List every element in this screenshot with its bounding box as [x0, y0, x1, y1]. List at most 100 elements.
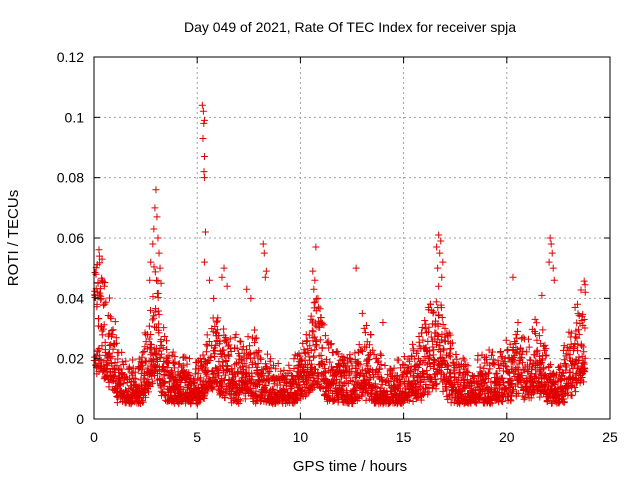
- data-point: [493, 369, 501, 377]
- data-point: [514, 389, 522, 397]
- data-point: [446, 331, 454, 339]
- data-point: [355, 341, 363, 349]
- data-point: [519, 333, 527, 341]
- data-point: [121, 386, 129, 394]
- data-point: [186, 371, 194, 379]
- data-point: [251, 326, 259, 334]
- data-point: [157, 350, 165, 358]
- x-tick-label: 20: [499, 429, 515, 445]
- data-point: [309, 267, 317, 275]
- data-point: [429, 309, 437, 317]
- data-point: [141, 385, 149, 393]
- data-point: [346, 369, 354, 377]
- data-point: [100, 321, 108, 329]
- data-point: [220, 346, 228, 354]
- data-point: [225, 352, 233, 360]
- data-point: [566, 368, 574, 376]
- data-point: [318, 319, 326, 327]
- data-point: [248, 373, 256, 381]
- x-tick-label: 0: [90, 429, 98, 445]
- data-point: [122, 357, 130, 365]
- data-point: [203, 331, 211, 339]
- data-point: [105, 294, 113, 302]
- data-point: [169, 348, 177, 356]
- data-point: [149, 316, 157, 324]
- data-point: [459, 354, 467, 362]
- data-point: [243, 285, 251, 293]
- data-point: [519, 347, 527, 355]
- data-point: [438, 353, 446, 361]
- data-point: [456, 382, 464, 390]
- x-tick-label: 25: [602, 429, 618, 445]
- data-point: [463, 376, 471, 384]
- data-point: [421, 316, 429, 324]
- data-point: [103, 362, 111, 370]
- data-point: [545, 258, 553, 266]
- data-point: [159, 379, 167, 387]
- data-point: [237, 338, 245, 346]
- data-point: [497, 397, 505, 405]
- data-point: [579, 343, 587, 351]
- data-point: [421, 325, 429, 333]
- data-point: [95, 246, 103, 254]
- data-point: [262, 267, 270, 275]
- data-point: [290, 365, 298, 373]
- data-point: [312, 341, 320, 349]
- data-point: [311, 333, 319, 341]
- data-point: [319, 360, 327, 368]
- data-point: [562, 366, 570, 374]
- data-point: [390, 377, 398, 385]
- data-point: [281, 387, 289, 395]
- data-point: [358, 366, 366, 374]
- data-point: [370, 373, 378, 381]
- data-point: [430, 308, 438, 316]
- data-point: [533, 319, 541, 327]
- data-point: [200, 116, 208, 124]
- data-point: [356, 361, 364, 369]
- data-point: [222, 371, 230, 379]
- data-point: [274, 398, 282, 406]
- y-tick-label: 0.08: [57, 170, 84, 186]
- data-point: [486, 365, 494, 373]
- data-point: [361, 329, 369, 337]
- data-point: [387, 365, 395, 373]
- data-point: [480, 364, 488, 372]
- data-point: [362, 396, 370, 404]
- data-point: [579, 359, 587, 367]
- y-tick-label: 0: [76, 411, 84, 427]
- data-point: [96, 355, 104, 363]
- data-point: [453, 355, 461, 363]
- data-point: [347, 357, 355, 365]
- data-point: [211, 350, 219, 358]
- data-point: [139, 362, 147, 370]
- data-point: [306, 342, 314, 350]
- data-point: [359, 347, 366, 355]
- data-point: [117, 365, 125, 373]
- data-point: [200, 258, 208, 266]
- data-point: [260, 366, 268, 374]
- data-point: [227, 347, 235, 355]
- data-point: [131, 368, 139, 376]
- data-point: [100, 282, 108, 290]
- data-point: [126, 365, 134, 373]
- data-point: [416, 361, 424, 369]
- data-point: [200, 153, 208, 161]
- data-point: [512, 340, 520, 348]
- data-point: [154, 307, 162, 315]
- data-point: [205, 338, 213, 346]
- data-point: [542, 351, 550, 359]
- y-axis-label: ROTI / TECUs: [5, 190, 22, 286]
- data-point: [259, 240, 267, 248]
- x-tick-label: 15: [396, 429, 412, 445]
- data-point: [425, 323, 433, 331]
- data-point: [580, 277, 588, 285]
- data-point: [128, 371, 136, 379]
- data-point: [502, 336, 510, 344]
- data-point: [515, 360, 523, 368]
- data-point: [231, 361, 239, 369]
- data-point: [434, 333, 442, 341]
- data-point: [98, 342, 106, 350]
- data-point: [320, 361, 328, 369]
- data-point: [381, 362, 389, 370]
- data-point: [513, 334, 521, 342]
